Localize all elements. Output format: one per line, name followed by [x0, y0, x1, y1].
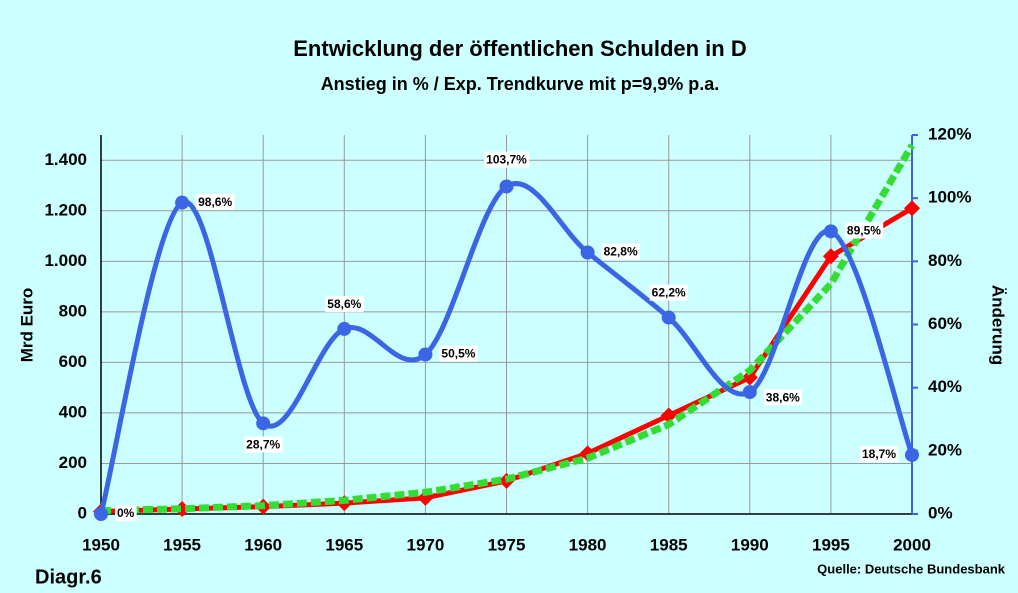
- marker: [660, 407, 677, 424]
- marker: [499, 179, 514, 194]
- marker: [337, 321, 352, 336]
- y2-tick-label: 120%: [928, 124, 971, 143]
- chart-title: Entwicklung der öffentlichen Schulden in…: [293, 36, 746, 61]
- y-tick-label: 1.000: [44, 251, 87, 270]
- marker: [823, 224, 838, 239]
- data-label-bg: [844, 222, 884, 239]
- data-label-bg: [649, 284, 689, 301]
- data-label-bg: [325, 296, 364, 313]
- x-tick-label: 1960: [244, 535, 282, 554]
- series-line: [98, 181, 915, 515]
- y2-tick-label: 80%: [928, 251, 962, 270]
- y-tick-label: 1.400: [44, 150, 87, 169]
- y2-tick-label: 20%: [928, 440, 962, 459]
- data-label: 89,5%: [847, 224, 881, 238]
- marker: [741, 369, 758, 386]
- data-label: 0%: [117, 506, 135, 520]
- y-tick-label: 400: [59, 402, 87, 421]
- data-label: 58,6%: [327, 297, 361, 311]
- y-axis-label: Mrd Euro: [17, 288, 36, 363]
- data-label-bg: [115, 505, 137, 522]
- data-label-bg: [859, 446, 899, 463]
- x-tick-label: 1975: [488, 535, 526, 554]
- y2-tick-label: 40%: [928, 377, 962, 396]
- y-tick-label: 800: [59, 301, 87, 320]
- x-tick-label: 1980: [569, 535, 607, 554]
- x-tick-label: 1995: [812, 535, 850, 554]
- marker: [94, 507, 108, 521]
- x-tick-label: 1955: [163, 535, 201, 554]
- data-label: 50,5%: [441, 347, 475, 361]
- data-label: 18,7%: [862, 447, 896, 461]
- y-tick-label: 600: [59, 352, 87, 371]
- marker: [175, 195, 190, 210]
- y2-axis-label: Änderung: [989, 285, 1008, 365]
- data-label-bg: [439, 345, 478, 362]
- x-tick-label: 1950: [82, 535, 120, 554]
- y2-tick-label: 100%: [928, 188, 971, 207]
- data-label: 98,6%: [198, 195, 232, 209]
- marker: [661, 310, 676, 325]
- marker: [418, 347, 433, 362]
- data-label-bg: [763, 389, 803, 406]
- marker: [580, 245, 595, 260]
- data-label: 82,8%: [604, 245, 638, 259]
- y2-tick-label: 0%: [928, 503, 953, 522]
- marker: [174, 500, 191, 517]
- x-tick-label: 1970: [406, 535, 444, 554]
- y-tick-label: 1.200: [44, 200, 87, 219]
- marker: [742, 385, 757, 400]
- data-label-bg: [484, 151, 530, 168]
- data-label-bg: [244, 436, 283, 453]
- chart-subtitle: Anstieg in % / Exp. Trendkurve mit p=9,9…: [321, 74, 720, 94]
- marker: [822, 248, 839, 265]
- annotation: Diagr.6: [35, 566, 102, 588]
- y-tick-label: 200: [59, 453, 87, 472]
- marker: [905, 447, 919, 462]
- data-label: 62,2%: [652, 286, 686, 300]
- data-label: 28,7%: [246, 438, 280, 452]
- data-label-bg: [601, 243, 640, 260]
- marker: [256, 416, 271, 431]
- data-label-bg: [196, 193, 235, 210]
- data-label: 103,7%: [486, 153, 527, 167]
- y-tick-label: 0: [78, 503, 87, 522]
- data-label: 38,6%: [766, 390, 800, 404]
- y2-tick-label: 60%: [928, 314, 962, 333]
- x-tick-label: 1985: [650, 535, 688, 554]
- annotation: Quelle: Deutsche Bundesbank: [817, 561, 1006, 576]
- x-tick-label: 2000: [893, 535, 931, 554]
- marker: [904, 200, 920, 217]
- x-tick-label: 1965: [325, 535, 363, 554]
- x-tick-label: 1990: [731, 535, 769, 554]
